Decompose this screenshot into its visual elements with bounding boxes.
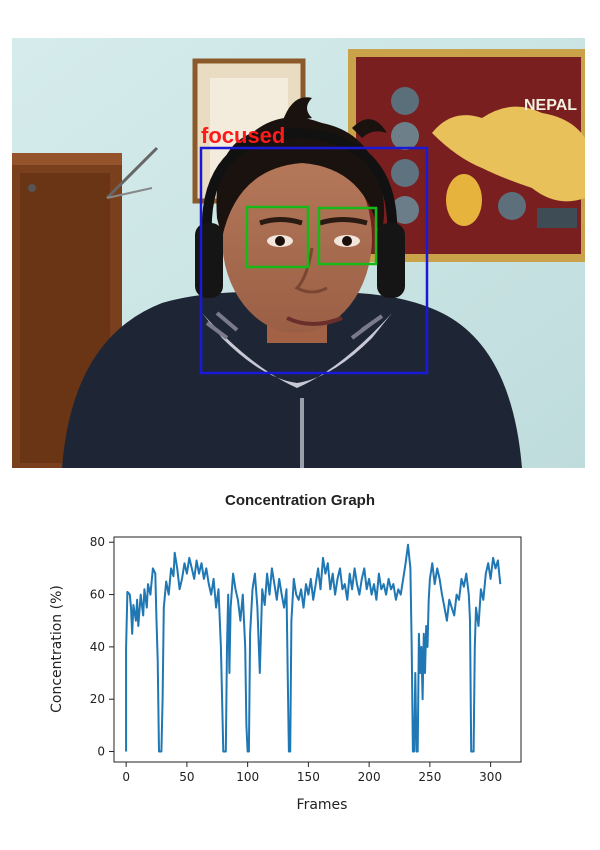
y-tick-label: 20 bbox=[90, 692, 105, 706]
x-tick-label: 300 bbox=[479, 770, 502, 784]
x-tick-label: 100 bbox=[236, 770, 259, 784]
concentration-chart: 0 50 100 150 200 250 300 0 20 40 60 80 Frames Conc… bbox=[49, 535, 522, 813]
x-axis-ticks: 0 50 100 150 200 250 300 bbox=[122, 762, 502, 784]
left-eye-detection-box bbox=[245, 205, 310, 269]
headphones bbox=[201, 127, 398, 239]
x-tick-label: 150 bbox=[297, 770, 320, 784]
nepal-map bbox=[432, 106, 585, 202]
y-tick-label: 40 bbox=[90, 640, 105, 654]
right-eye-detection-box bbox=[317, 206, 378, 266]
plot-frame bbox=[113, 536, 522, 763]
y-tick-label: 60 bbox=[90, 588, 105, 602]
poster-text: NEPAL bbox=[524, 97, 577, 114]
y-axis-ticks: 0 20 40 60 80 bbox=[90, 535, 114, 759]
x-tick-label: 50 bbox=[179, 770, 194, 784]
y-tick-label: 0 bbox=[97, 745, 105, 759]
face bbox=[222, 143, 372, 333]
y-axis-label: Concentration (%) bbox=[49, 585, 65, 713]
concentration-series-line bbox=[125, 543, 502, 753]
status-label: focused bbox=[201, 123, 285, 148]
x-axis-label: Frames bbox=[297, 797, 348, 813]
face-detection-box bbox=[199, 146, 429, 375]
x-tick-label: 0 bbox=[122, 770, 130, 784]
webcam-frame: NEPAL focused bbox=[12, 38, 585, 468]
jacket bbox=[62, 291, 522, 468]
x-tick-label: 200 bbox=[358, 770, 381, 784]
y-tick-label: 80 bbox=[90, 535, 105, 549]
x-tick-label: 250 bbox=[418, 770, 441, 784]
figure-caption: Concentration Graph bbox=[224, 492, 375, 509]
